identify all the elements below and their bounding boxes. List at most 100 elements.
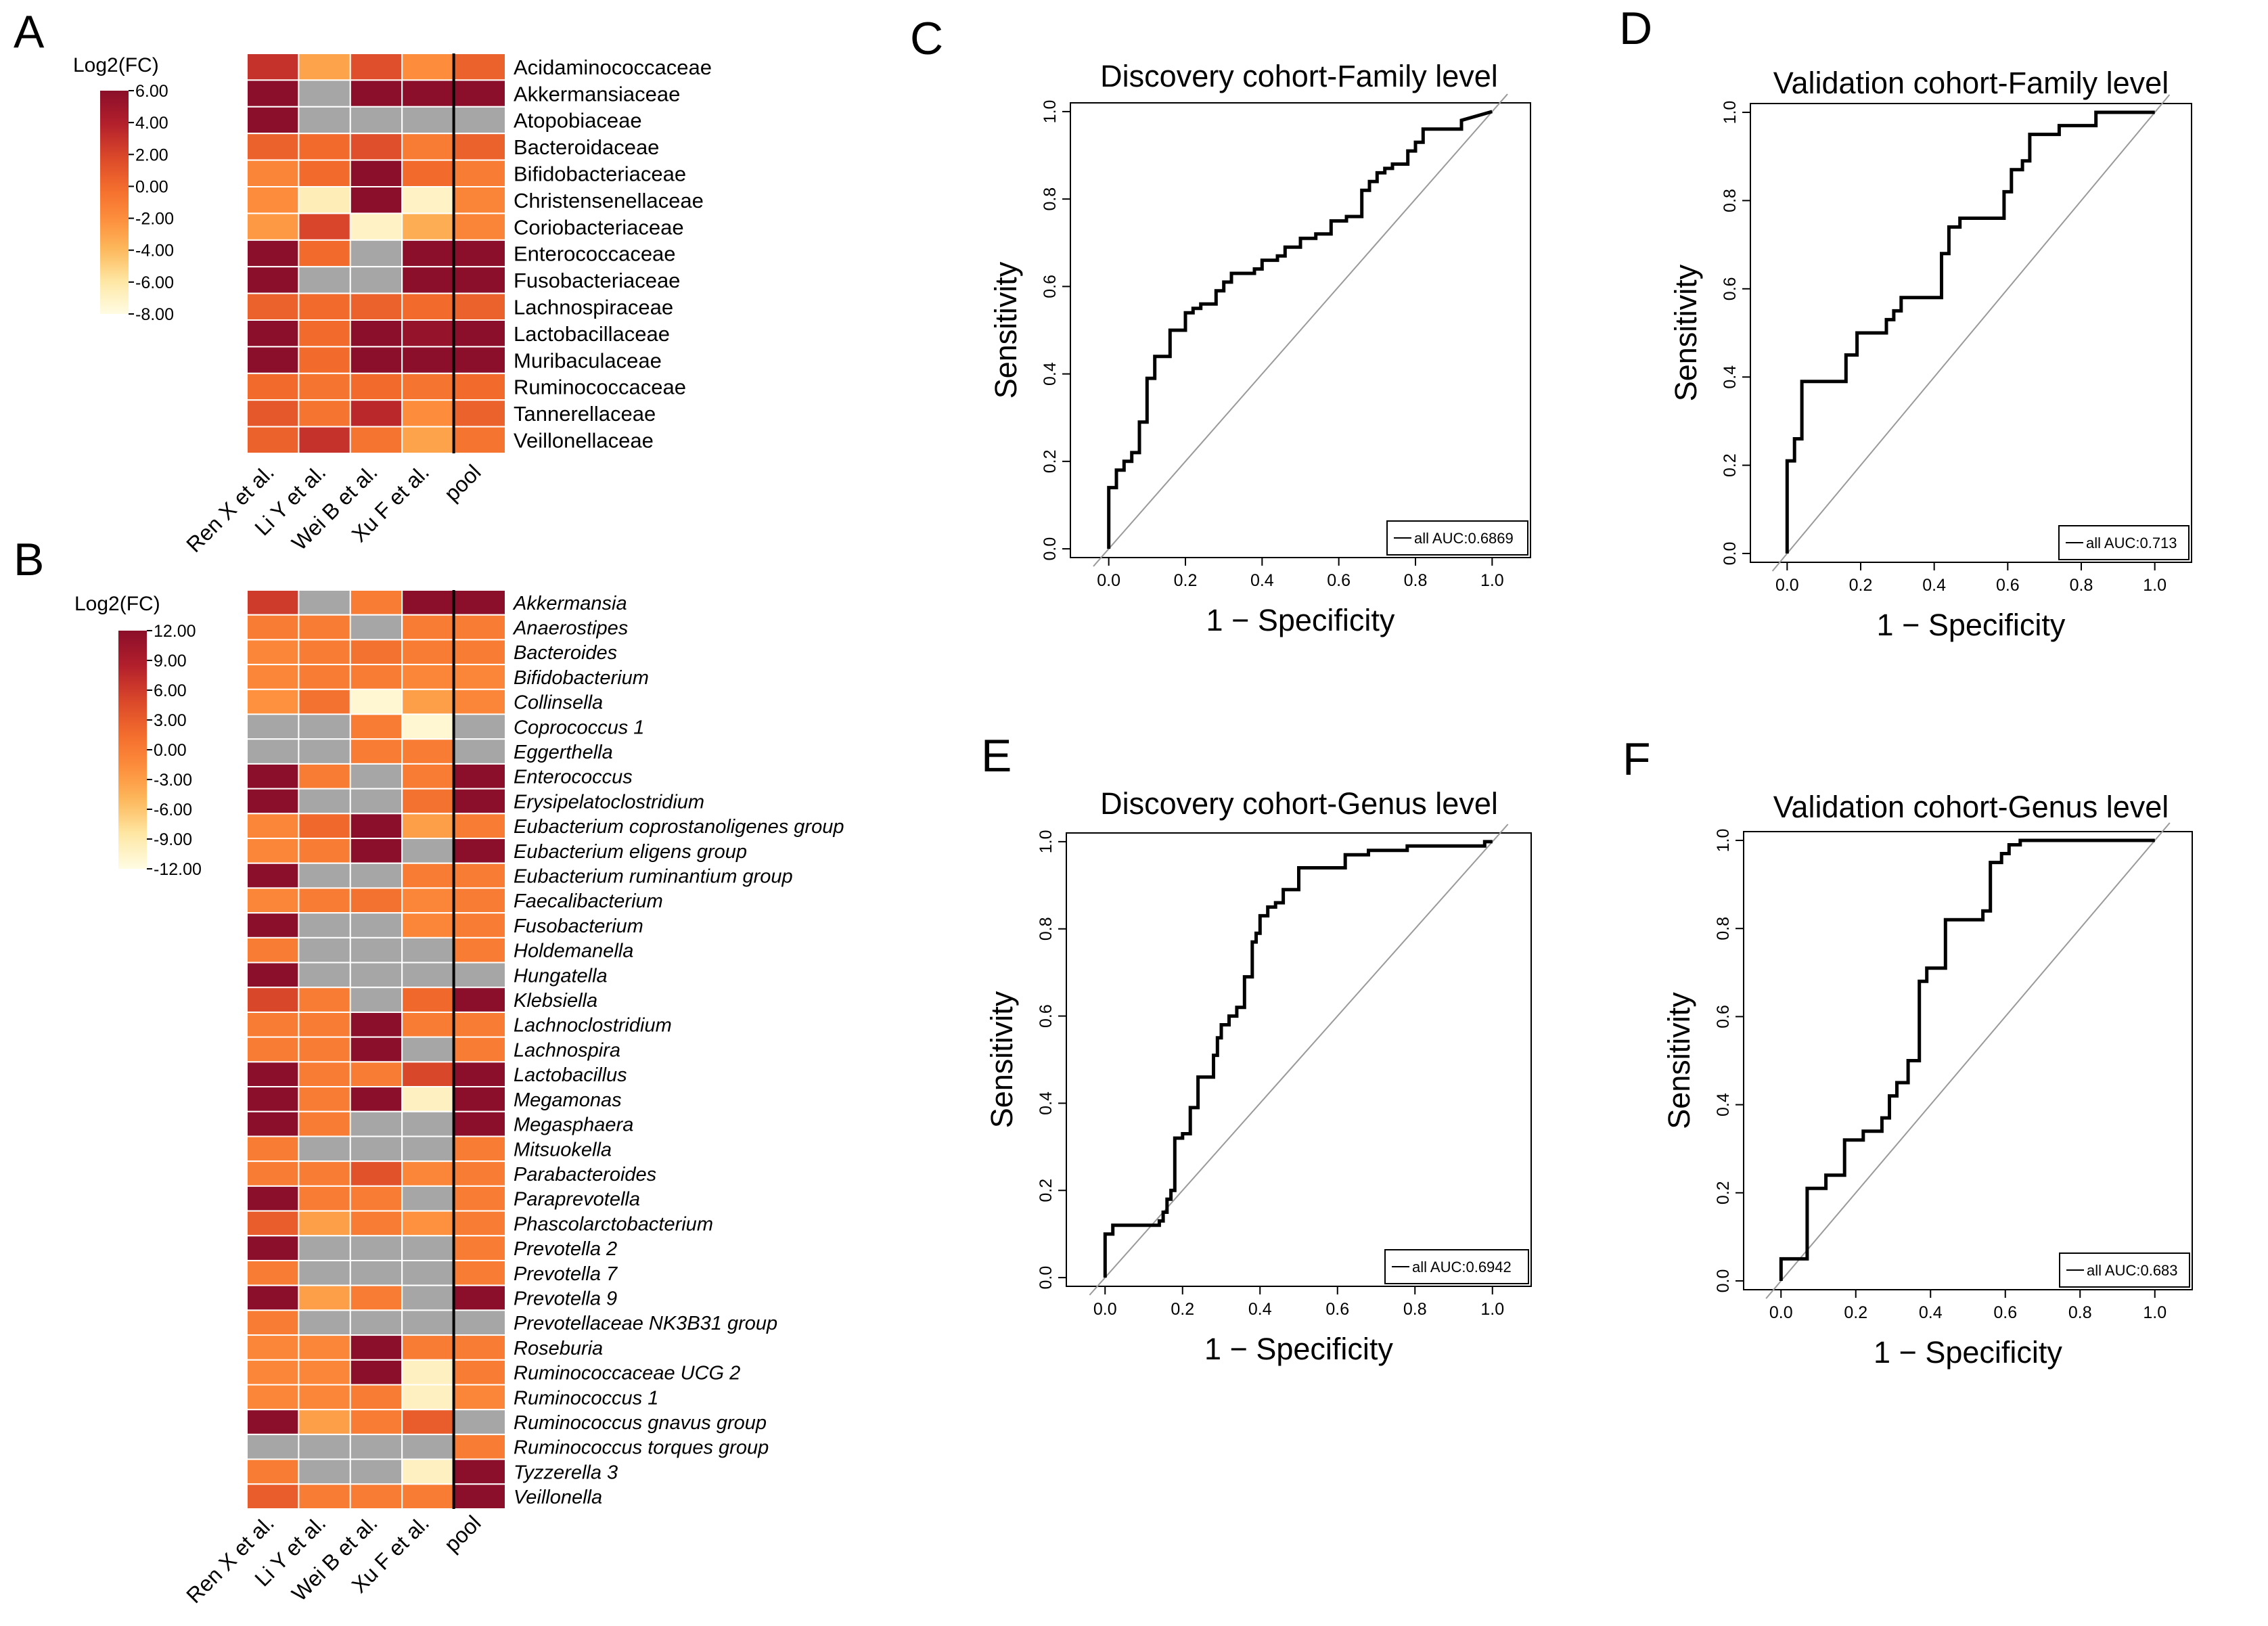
row-label: Lactobacillus xyxy=(514,1064,627,1086)
heatmap-cell xyxy=(453,79,506,108)
heatmap-cell xyxy=(349,1483,403,1510)
heatmap-cell xyxy=(401,133,455,161)
row-label: Enterococcaceae xyxy=(514,242,676,266)
x-tick-label: 0.2 xyxy=(1849,576,1873,595)
heatmap-cell xyxy=(246,1334,300,1361)
heatmap-cell xyxy=(298,936,351,964)
heatmap-cell xyxy=(246,788,300,815)
heatmap-cell xyxy=(401,1409,455,1435)
heatmap-cell xyxy=(246,1359,300,1386)
heatmap-cell xyxy=(401,1259,455,1286)
heatmap-cell xyxy=(246,426,300,454)
y-tick-label: 1.0 xyxy=(1721,101,1740,125)
heatmap-cell xyxy=(298,186,351,214)
heatmap-cell xyxy=(246,1384,300,1411)
roc-curve-all xyxy=(1107,110,1493,549)
y-tick-label: 0.4 xyxy=(1721,365,1740,389)
heatmap-cell xyxy=(246,1483,300,1510)
heatmap-cell xyxy=(298,639,351,666)
heatmap-cell xyxy=(349,788,403,815)
legend-label: all AUC:0.6942 xyxy=(1412,1259,1512,1275)
heatmap-cell xyxy=(401,838,455,864)
heatmap-cell xyxy=(349,589,403,616)
row-label: Megasphaera xyxy=(514,1114,633,1136)
heatmap-cell xyxy=(246,1458,300,1485)
panel-label-d: D xyxy=(1619,3,1652,54)
x-tick-label: 0.8 xyxy=(1403,1300,1427,1319)
x-tick-label: 0.6 xyxy=(1996,576,2020,595)
heatmap-cell xyxy=(401,292,455,321)
heatmap-cell xyxy=(401,53,455,81)
panel-label-a: A xyxy=(14,6,45,58)
heatmap-cell xyxy=(246,106,300,135)
heatmap-cell xyxy=(349,1384,403,1411)
heatmap-cell xyxy=(401,399,455,428)
x-tick-label: 0.8 xyxy=(2070,576,2093,595)
heatmap-cell xyxy=(453,1110,506,1137)
y-tick-label: 0.8 xyxy=(1041,187,1060,211)
heatmap-cell xyxy=(453,936,506,964)
row-label: Bacteroidaceae xyxy=(514,135,659,159)
heatmap-cell xyxy=(401,1359,455,1386)
heatmap-cell xyxy=(349,133,403,161)
heatmap-cell xyxy=(401,1433,455,1460)
row-label: Bacteroides xyxy=(514,642,617,664)
heatmap-cell xyxy=(401,79,455,108)
heatmap-cell xyxy=(298,1259,351,1286)
heatmap-cell xyxy=(298,1284,351,1311)
heatmap-cell xyxy=(349,212,403,241)
heatmap-cell xyxy=(246,1011,300,1038)
row-label: Eubacterium eligens group xyxy=(514,841,747,863)
heatmap-cell xyxy=(401,266,455,294)
heatmap-cell xyxy=(453,614,506,641)
heatmap-cell xyxy=(349,1011,403,1038)
heatmap-cell xyxy=(246,1110,300,1137)
row-label: Eggerthella xyxy=(514,742,613,763)
heatmap-cell xyxy=(401,713,455,740)
heatmap-cell xyxy=(453,738,506,765)
heatmap-cell xyxy=(349,1235,403,1261)
row-label: Roseburia xyxy=(514,1338,603,1359)
heatmap-cell xyxy=(246,1409,300,1435)
heatmap-cell xyxy=(298,614,351,641)
heatmap-cell xyxy=(246,266,300,294)
y-axis-label: Sensitivity xyxy=(989,261,1023,399)
heatmap-cell xyxy=(453,1160,506,1187)
heatmap-cell xyxy=(349,887,403,914)
x-tick-label: 0.0 xyxy=(1093,1300,1117,1319)
heatmap-cell xyxy=(401,186,455,214)
x-tick-label: 0.4 xyxy=(1250,571,1274,590)
heatmap-cell xyxy=(401,614,455,641)
heatmap-cell xyxy=(349,1284,403,1311)
heatmap-cell xyxy=(246,159,300,188)
heatmap-cell xyxy=(298,763,351,790)
heatmap-cell xyxy=(401,987,455,1013)
heatmap-cell xyxy=(453,912,506,939)
plot-frame xyxy=(1750,103,2192,563)
heatmap-cell xyxy=(246,738,300,765)
heatmap-cell xyxy=(453,399,506,428)
row-label: Tyzzerella 3 xyxy=(514,1462,618,1483)
heatmap-cell xyxy=(453,319,506,348)
heatmap-cell xyxy=(401,106,455,135)
heatmap-cell xyxy=(246,763,300,790)
y-axis-label: Sensitivity xyxy=(984,991,1019,1128)
heatmap-cell xyxy=(298,1433,351,1460)
heatmap-cell xyxy=(298,319,351,348)
y-tick-label: 1.0 xyxy=(1037,830,1056,854)
heatmap-cell xyxy=(246,1135,300,1162)
heatmap-cell xyxy=(246,1086,300,1112)
heatmap-cell xyxy=(453,1309,506,1336)
heatmap-cell xyxy=(453,292,506,321)
heatmap-cell xyxy=(349,962,403,989)
row-label: Mitsuokella xyxy=(514,1139,612,1160)
row-label: Coriobacteriaceae xyxy=(514,215,684,239)
heatmap-cell xyxy=(298,1160,351,1187)
heatmap-cell xyxy=(246,1284,300,1311)
heatmap-cell xyxy=(349,372,403,401)
heatmap-cell xyxy=(298,688,351,715)
heatmap-cell xyxy=(349,639,403,666)
heatmap-cell xyxy=(298,912,351,939)
row-label: Fusobacteriaceae xyxy=(514,269,680,292)
row-label: Prevotella 2 xyxy=(514,1238,617,1260)
